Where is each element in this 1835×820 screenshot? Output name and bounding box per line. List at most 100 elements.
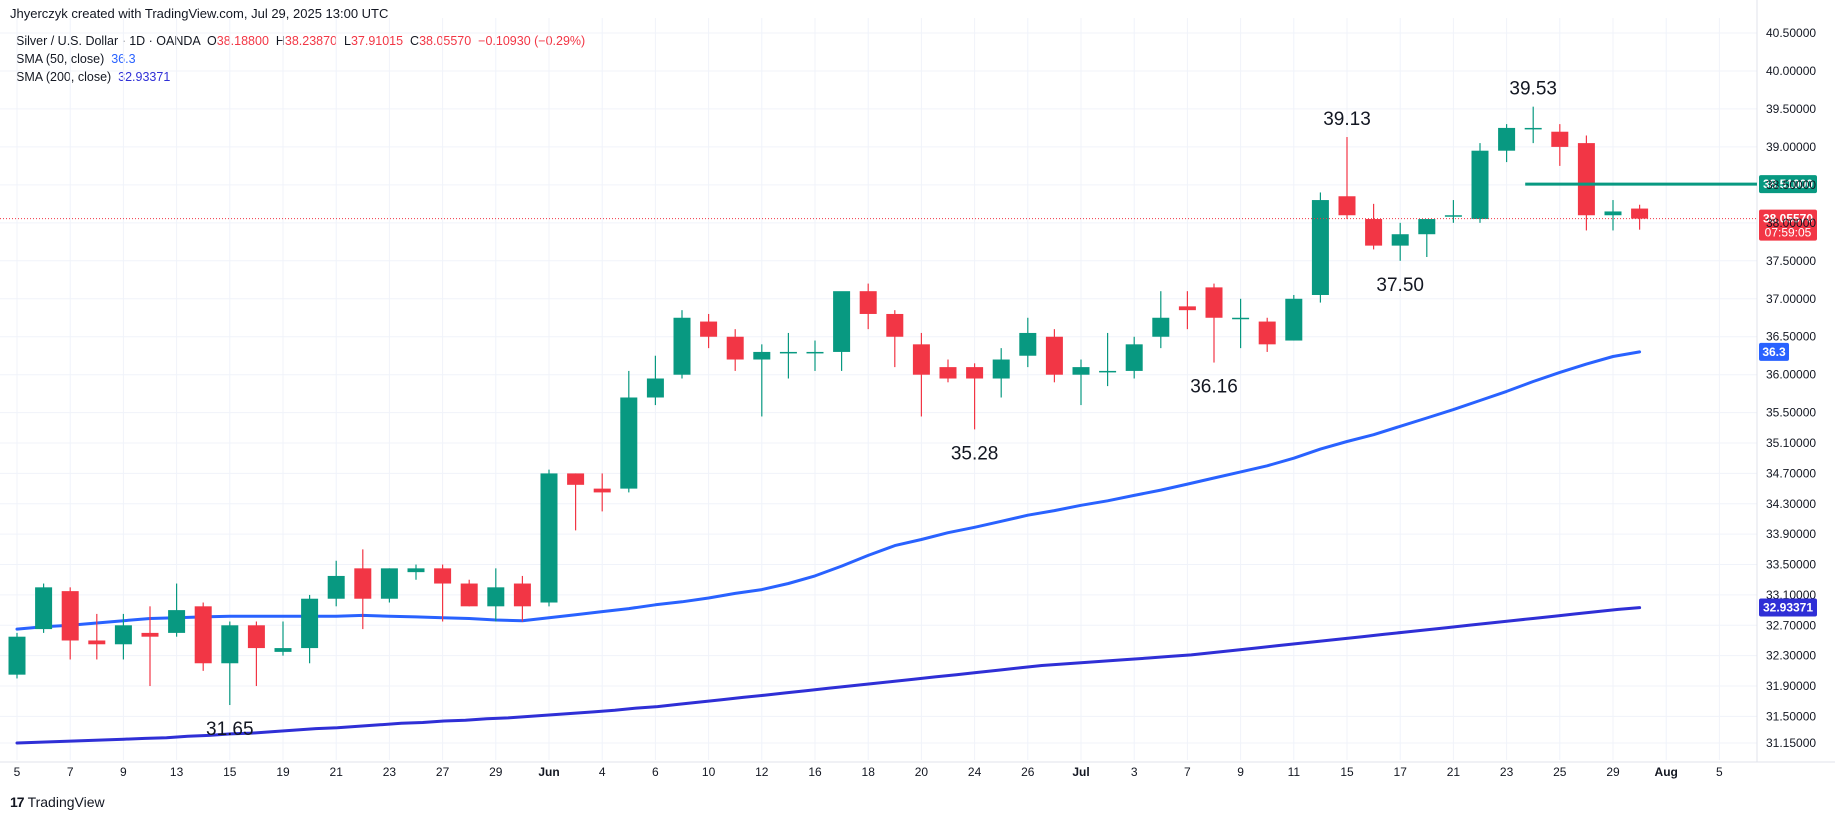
candle-body [35, 587, 53, 630]
candle-body [247, 625, 265, 649]
y-tick-label: 35.10000 [1766, 436, 1816, 450]
candle [700, 313, 718, 349]
legend-o-label: O [207, 34, 217, 48]
annotation-label: 35.28 [951, 443, 999, 464]
candle-body [886, 313, 904, 337]
candle-body [700, 321, 718, 337]
candle-body [1205, 287, 1223, 318]
candle [354, 549, 372, 630]
candle [1524, 106, 1542, 144]
candle-body [274, 648, 292, 652]
chart-credit: Jhyerczyk created with TradingView.com, … [10, 6, 389, 21]
y-tick-label: 34.70000 [1766, 466, 1816, 480]
candle [1258, 317, 1276, 352]
candle-body [8, 636, 26, 675]
candle-body [1444, 215, 1462, 217]
legend-sma200-row[interactable]: SMA (200, close) 32.93371 [16, 68, 585, 86]
price-axis[interactable]: 31.15000 31.50000 31.90000 32.30000 32.70000… [1759, 26, 1817, 750]
y-tick-label: 36.00000 [1766, 368, 1816, 382]
legend-sma200-value: 32.93371 [118, 70, 171, 84]
candle [247, 621, 265, 687]
x-tick-label: 24 [968, 765, 982, 779]
sma50-line [15, 350, 1642, 631]
annotation-label: 39.13 [1323, 109, 1371, 130]
candle [1471, 143, 1489, 223]
candle-body [221, 625, 239, 664]
candle-body [1604, 211, 1622, 216]
time-axis[interactable]: 5 7 9 13 15 19 21 23 27 29 Jun 4 6 10 12 16 18 20 24 26 Jul 3… [14, 765, 1723, 779]
candle-body [1152, 317, 1170, 337]
candle-body [141, 632, 159, 637]
candle-body [779, 351, 797, 354]
candle [141, 606, 159, 687]
candle-body [1258, 321, 1276, 345]
x-tick-label: 29 [489, 765, 503, 779]
candle [274, 621, 292, 656]
candle [487, 568, 505, 622]
y-tick-label: 31.15000 [1766, 736, 1816, 750]
x-tick-label: 9 [1237, 765, 1244, 779]
legend-ohlc-row: Silver / U.S. Dollar · 1D · OANDA O38.18… [16, 32, 585, 50]
candle-body [327, 575, 345, 599]
y-tick-label: 35.50000 [1766, 406, 1816, 420]
candle-body [114, 625, 132, 645]
candle [753, 344, 771, 417]
sma200-path [15, 606, 1642, 745]
candle-body [354, 568, 372, 599]
candle [407, 564, 425, 580]
candle-body [380, 568, 398, 599]
candle [567, 473, 585, 531]
candle-body [833, 291, 851, 352]
x-tick-label: 26 [1021, 765, 1035, 779]
candle-body [88, 640, 106, 645]
annotation-label: 39.53 [1509, 79, 1557, 100]
level-line: 38.51000 [1525, 175, 1817, 194]
candle [1551, 124, 1569, 166]
candle [221, 621, 239, 706]
candle [88, 613, 106, 660]
candle-body [1285, 298, 1303, 341]
candle-body [1019, 332, 1037, 356]
tradingview-logo[interactable]: 17 TradingView [10, 794, 105, 810]
y-tick-label: 39.50000 [1766, 102, 1816, 116]
candle-body [966, 367, 984, 379]
sma-price-tag [1759, 342, 1789, 361]
candle-body [1418, 219, 1436, 235]
grid [0, 0, 1835, 763]
x-tick-label: 11 [1288, 765, 1301, 779]
y-tick-label: 33.10000 [1766, 588, 1816, 602]
candle [1285, 294, 1303, 341]
candle [434, 564, 452, 622]
candle [1391, 222, 1409, 261]
y-tick-label: 33.50000 [1766, 558, 1816, 572]
candle [513, 575, 531, 622]
candle [912, 332, 930, 417]
candle-body [1178, 306, 1196, 311]
candle [1099, 332, 1117, 387]
candle [1365, 203, 1383, 250]
candle [168, 583, 186, 637]
candle [992, 348, 1010, 398]
legend-sma200-label: SMA (200, close) [16, 70, 112, 84]
x-tick-label: 6 [652, 765, 659, 779]
candle-body [1391, 234, 1409, 246]
sma-price-tag [1759, 598, 1817, 617]
candle-body [859, 291, 877, 314]
candle [1232, 298, 1250, 349]
candle-body [61, 591, 79, 641]
candle [1205, 283, 1223, 363]
legend-symbol[interactable]: Silver / U.S. Dollar · 1D · OANDA [16, 34, 201, 48]
y-tick-label: 40.50000 [1766, 26, 1816, 40]
candle [726, 329, 744, 371]
candle-body [567, 473, 585, 485]
candle [114, 613, 132, 660]
candle [886, 310, 904, 368]
y-tick-label: 32.70000 [1766, 618, 1816, 632]
candle-body [992, 359, 1010, 379]
sma200-line [15, 606, 1642, 745]
y-tick-label: 33.90000 [1766, 527, 1816, 541]
x-tick-label: 16 [808, 765, 822, 779]
x-tick-label: 7 [67, 765, 74, 779]
x-tick-label: 20 [915, 765, 929, 779]
